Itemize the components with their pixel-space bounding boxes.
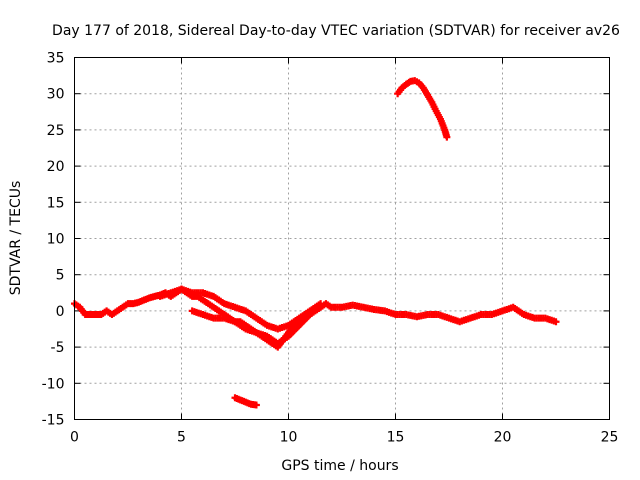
x-tick-label: 15 [387, 430, 405, 446]
grid [74, 57, 610, 420]
y-tick-label: 30 [47, 87, 65, 103]
y-axis-label: SDTVAR / TECUs [8, 181, 24, 296]
y-tick-label: 0 [56, 304, 65, 320]
x-tick-label: 20 [494, 430, 512, 446]
x-tick-label: 25 [601, 430, 619, 446]
series-low-segment [231, 394, 260, 409]
y-tick-label: 15 [47, 195, 65, 211]
y-tick-label: -5 [51, 340, 65, 356]
y-tick-label: 20 [47, 159, 65, 175]
y-tick-label: -15 [42, 413, 65, 429]
y-tick-label: 5 [56, 268, 65, 284]
axis-ticks: 0 5 10 15 20 25 -15 -10 -5 0 5 10 15 20 25 30 35 [42, 51, 619, 446]
y-tick-label: -10 [42, 376, 65, 392]
series-upper-band [156, 285, 325, 333]
x-tick-label: 10 [280, 430, 298, 446]
chart-title: Day 177 of 2018, Sidereal Day-to-day VTE… [52, 23, 620, 39]
y-tick-label: 25 [47, 123, 65, 139]
data-point [552, 318, 560, 326]
series-main-band [71, 285, 560, 351]
data-series [71, 77, 560, 409]
plot-frame [74, 57, 610, 420]
y-tick-label: 10 [47, 232, 65, 248]
data-point [317, 300, 325, 308]
x-tick-label: 5 [177, 430, 186, 446]
x-tick-label: 0 [70, 430, 79, 446]
data-point [306, 311, 314, 319]
data-point [252, 401, 260, 409]
series-high-arc [394, 77, 451, 141]
data-point [443, 133, 451, 141]
y-tick-label: 35 [47, 51, 65, 67]
series-lower-band [188, 307, 314, 347]
x-axis-label: GPS time / hours [281, 458, 398, 474]
